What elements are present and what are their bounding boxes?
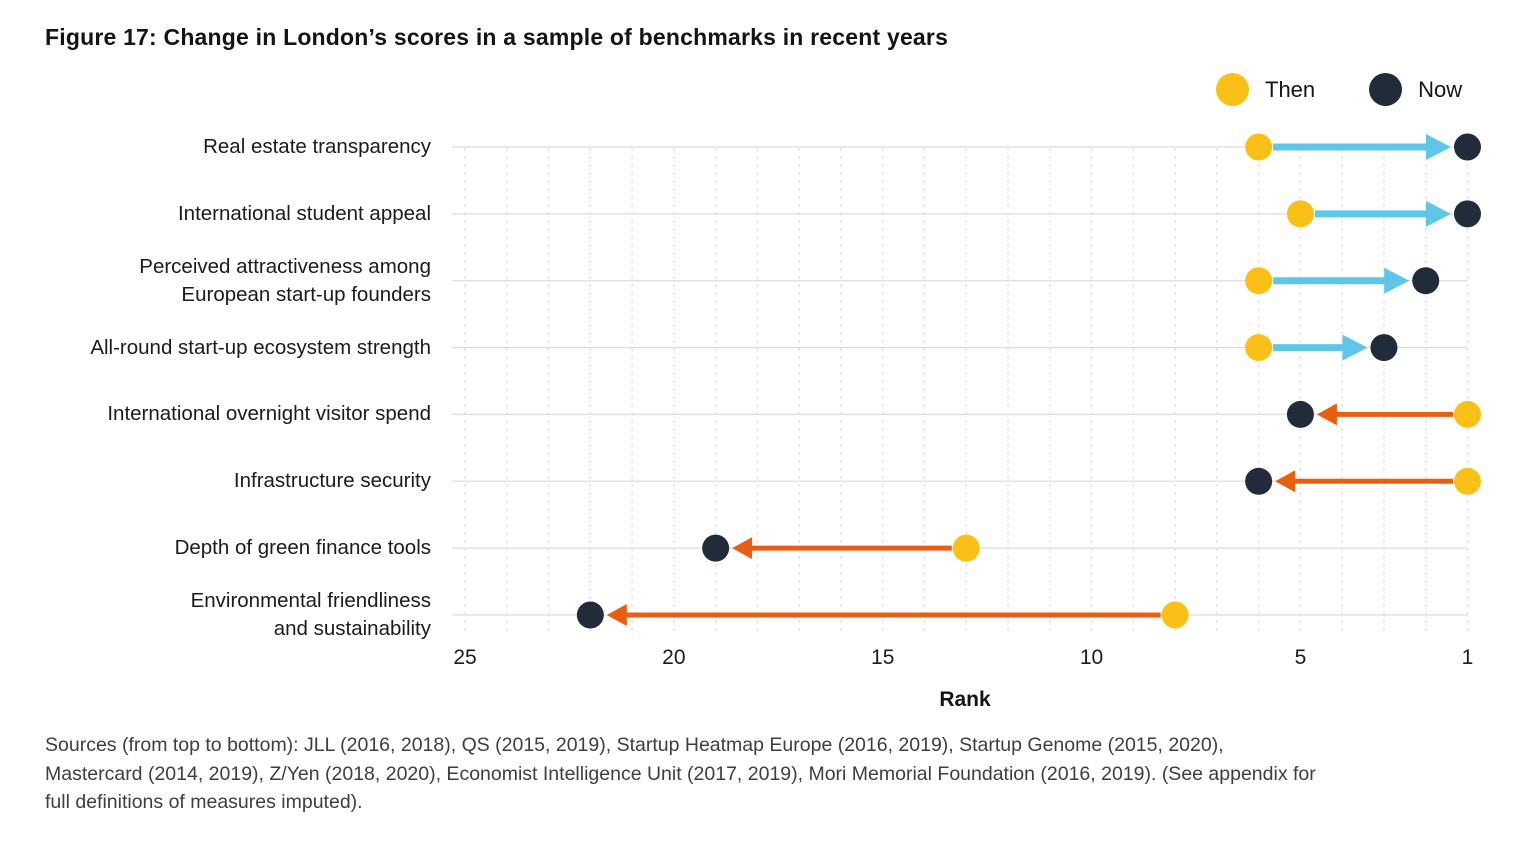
decline-arrow-head [606, 603, 627, 626]
category-label-line: International overnight visitor spend [107, 402, 431, 426]
then-dot [1161, 601, 1189, 629]
source-note-line: Sources (from top to bottom): JLL (2016,… [45, 734, 1224, 756]
legend-item-then: Then [1216, 73, 1315, 106]
improvement-arrow-head [1426, 200, 1451, 227]
category-label-line: All-round start-up ecosystem strength [90, 335, 431, 359]
legend-now-dot [1369, 73, 1403, 106]
now-dot [702, 534, 730, 562]
now-dot [1286, 400, 1314, 428]
now-dot [1454, 200, 1481, 228]
now-dot [576, 601, 604, 629]
then-dot [1245, 334, 1273, 362]
x-tick-label: 1 [1461, 646, 1474, 669]
improvement-arrow-head [1426, 134, 1451, 160]
category-label-line: International student appeal [177, 201, 431, 225]
x-tick-label: 5 [1294, 646, 1307, 669]
decline-arrow-head [732, 537, 753, 560]
x-tick-label: 25 [453, 646, 477, 669]
x-tick-label: 15 [871, 646, 895, 669]
improvement-arrow-head [1384, 267, 1410, 294]
decline-arrow-head [1316, 403, 1337, 426]
category-label-line: and sustainability [273, 616, 431, 640]
now-dot [1245, 467, 1273, 495]
category-label: Real estate transparency [203, 133, 431, 161]
legend-then-label: Then [1265, 76, 1316, 102]
category-label: International overnight visitor spend [107, 400, 431, 428]
then-dot [952, 534, 980, 562]
x-tick-label: 10 [1079, 646, 1104, 669]
source-note: Sources (from top to bottom): JLL (2016,… [45, 731, 1505, 817]
legend-then-dot [1216, 73, 1249, 106]
then-dot [1454, 467, 1481, 495]
source-note-line: full definitions of measures imputed). [45, 791, 363, 814]
legend-now-label: Now [1418, 76, 1463, 102]
then-dot [1245, 133, 1273, 161]
then-dot [1245, 267, 1273, 295]
now-dot [1412, 267, 1440, 295]
x-axis-label: Rank [939, 688, 991, 711]
figure-title: Figure 17: Change in London’s scores in … [45, 24, 949, 50]
category-label: International student appeal [178, 200, 431, 228]
then-dot [1454, 400, 1481, 428]
category-label-line: Environmental friendliness [190, 588, 431, 612]
x-tick-label: 20 [662, 646, 686, 669]
source-note-line: Mastercard (2014, 2019), Z/Yen (2018, 20… [45, 762, 1316, 785]
category-label: All-round start-up ecosystem strength [90, 334, 431, 362]
category-label-line: Real estate transparency [203, 135, 431, 158]
now-dot [1454, 133, 1481, 161]
then-dot [1286, 200, 1314, 228]
now-dot [1370, 334, 1398, 362]
category-label: Infrastructure security [234, 467, 431, 495]
category-label: Environmental friendliness and sustainabi… [191, 587, 431, 643]
decline-arrow-head [1275, 470, 1296, 493]
legend: Then Now [1216, 73, 1462, 106]
legend-item-now: Now [1369, 73, 1462, 106]
category-label-line: Infrastructure security [233, 469, 431, 493]
improvement-arrow-head [1342, 334, 1368, 361]
category-label-line: Perceived attractiveness among [139, 254, 431, 278]
category-label-line: European start-up founders [181, 282, 431, 306]
category-label: Perceived attractiveness among European s… [139, 253, 431, 309]
category-label-line: Depth of green finance tools [174, 536, 431, 560]
category-label: Depth of green finance tools [175, 534, 431, 562]
